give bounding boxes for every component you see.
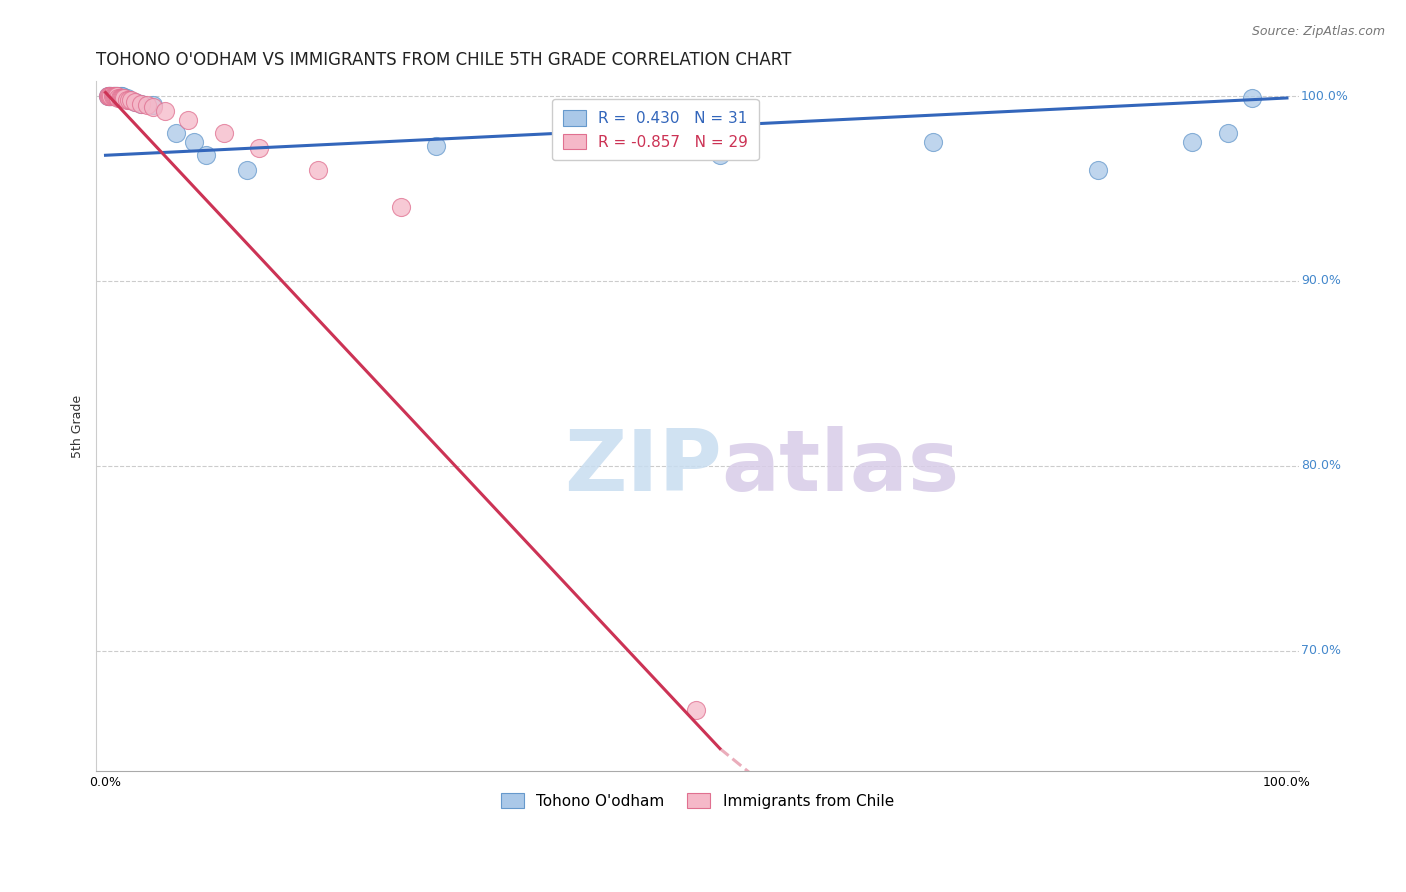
Point: [104, 89, 127, 103]
Point: [107, 91, 129, 105]
Text: 90.0%: 90.0%: [1301, 275, 1341, 287]
Point: [247, 141, 270, 155]
Point: [107, 89, 129, 103]
Text: 80.0%: 80.0%: [1301, 459, 1341, 472]
Point: [135, 98, 157, 112]
Point: [105, 89, 128, 103]
Point: [98, 89, 121, 103]
Point: [389, 200, 412, 214]
Point: [307, 163, 329, 178]
Point: [115, 93, 138, 107]
Text: TOHONO O'ODHAM VS IMMIGRANTS FROM CHILE 5TH GRADE CORRELATION CHART: TOHONO O'ODHAM VS IMMIGRANTS FROM CHILE …: [96, 51, 792, 69]
Point: [112, 91, 135, 105]
Point: [97, 89, 120, 103]
Point: [112, 91, 135, 105]
Point: [108, 89, 131, 103]
Point: [110, 91, 132, 105]
Point: [103, 89, 125, 103]
Text: 70.0%: 70.0%: [1301, 644, 1341, 657]
Point: [921, 136, 943, 150]
Point: [709, 148, 731, 162]
Point: [101, 89, 124, 103]
Point: [1181, 136, 1204, 150]
Point: [104, 89, 127, 103]
Point: [1240, 91, 1263, 105]
Point: [153, 103, 176, 118]
Point: [194, 148, 217, 162]
Point: [100, 89, 122, 103]
Point: [98, 89, 121, 103]
Point: [110, 89, 132, 103]
Point: [98, 89, 121, 103]
Y-axis label: 5th Grade: 5th Grade: [72, 394, 84, 458]
Point: [129, 96, 152, 111]
Point: [129, 96, 152, 111]
Text: Source: ZipAtlas.com: Source: ZipAtlas.com: [1251, 25, 1385, 38]
Point: [115, 91, 138, 105]
Point: [177, 113, 200, 128]
Point: [98, 89, 121, 103]
Text: atlas: atlas: [721, 425, 960, 508]
Point: [142, 100, 165, 114]
Point: [108, 91, 131, 105]
Point: [100, 89, 122, 103]
Point: [111, 89, 134, 103]
Point: [124, 95, 146, 109]
Point: [142, 98, 165, 112]
Point: [212, 126, 235, 140]
Point: [105, 89, 128, 103]
Point: [98, 89, 121, 103]
Point: [121, 93, 143, 107]
Point: [124, 95, 146, 109]
Point: [105, 89, 128, 103]
Point: [1087, 163, 1109, 178]
Point: [103, 89, 125, 103]
Text: ZIP: ZIP: [564, 425, 721, 508]
Point: [425, 139, 447, 153]
Point: [97, 89, 120, 103]
Point: [183, 136, 205, 150]
Point: [165, 126, 187, 140]
Point: [236, 163, 259, 178]
Point: [118, 93, 141, 107]
Point: [105, 89, 128, 103]
Point: [685, 703, 707, 717]
Point: [111, 91, 134, 105]
Point: [112, 91, 135, 105]
Point: [118, 93, 141, 107]
Legend: Tohono O'odham, Immigrants from Chile: Tohono O'odham, Immigrants from Chile: [495, 787, 900, 814]
Text: 100.0%: 100.0%: [1301, 89, 1348, 103]
Point: [101, 89, 124, 103]
Point: [1216, 126, 1239, 140]
